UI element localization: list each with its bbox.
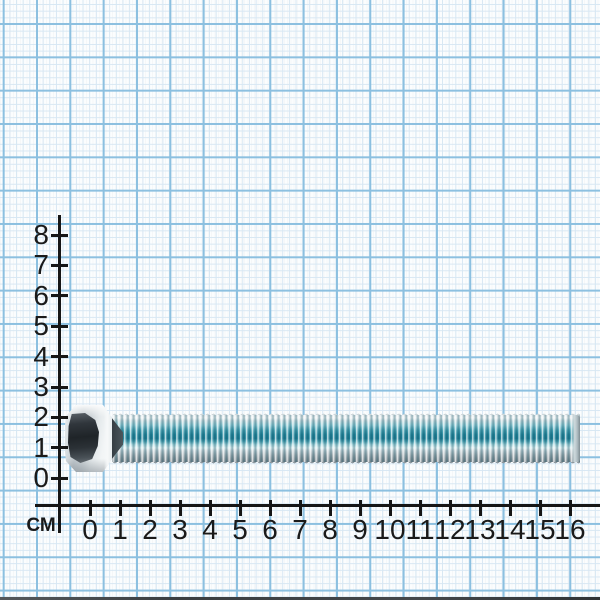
bolt-tip xyxy=(571,415,580,462)
horizontal-tick-label: 15 xyxy=(524,514,556,545)
horizontal-tick xyxy=(298,499,302,516)
bolt-head-washer-edge xyxy=(104,407,112,470)
vertical-tick xyxy=(51,446,68,450)
horizontal-tick xyxy=(178,499,182,516)
vertical-tick xyxy=(51,476,68,480)
horizontal-tick-label: 6 xyxy=(262,514,278,545)
horizontal-tick-label: 0 xyxy=(82,514,98,545)
horizontal-tick-label: 9 xyxy=(352,514,368,545)
vertical-tick-label: 5 xyxy=(33,310,49,342)
horizontal-tick-label: 1 xyxy=(112,514,128,545)
vertical-tick-label: 4 xyxy=(33,340,49,372)
horizontal-tick xyxy=(88,499,92,516)
vertical-tick-label: 3 xyxy=(33,371,49,402)
vertical-tick xyxy=(51,324,68,328)
vertical-tick xyxy=(51,263,68,267)
horizontal-tick-label: 13 xyxy=(464,514,496,545)
horizontal-tick xyxy=(148,499,152,516)
horizontal-tick-label: 5 xyxy=(232,514,248,545)
vertical-tick-label: 7 xyxy=(33,249,49,281)
vertical-tick-label: 2 xyxy=(33,401,49,433)
horizontal-tick-label: 8 xyxy=(322,514,338,545)
horizontal-tick-label: 10 xyxy=(374,514,406,545)
horizontal-tick xyxy=(208,499,212,516)
horizontal-tick xyxy=(538,499,542,516)
horizontal-tick xyxy=(118,499,122,516)
vertical-tick xyxy=(51,233,68,237)
unit-label: СМ xyxy=(26,515,56,536)
vertical-tick xyxy=(51,385,68,389)
bolt-head-dark-facet xyxy=(68,413,99,463)
vertical-tick xyxy=(51,294,68,298)
bolt-threaded-shaft xyxy=(112,415,580,462)
vertical-tick-label: 8 xyxy=(33,219,49,250)
bolt-head xyxy=(65,405,112,472)
vertical-tick-label: 6 xyxy=(33,279,49,311)
horizontal-tick-label: 7 xyxy=(292,514,308,545)
bottom-edge-shadow xyxy=(0,597,600,600)
horizontal-tick xyxy=(328,499,332,516)
vertical-tick xyxy=(51,415,68,419)
horizontal-tick-label: 14 xyxy=(494,514,526,545)
vertical-tick-label: 1 xyxy=(33,431,49,463)
horizontal-tick xyxy=(388,499,392,516)
horizontal-tick-label: 3 xyxy=(172,514,188,545)
vertical-tick-label: 0 xyxy=(33,462,49,494)
horizontal-tick-label: 12 xyxy=(434,514,466,545)
vertical-axis-line xyxy=(57,215,61,533)
horizontal-tick-label: 4 xyxy=(202,514,218,545)
vertical-tick xyxy=(51,355,68,359)
horizontal-tick xyxy=(358,499,362,516)
horizontal-tick-label: 2 xyxy=(142,514,158,545)
bolt-thread-crests-bottom xyxy=(112,461,580,466)
horizontal-tick xyxy=(478,499,482,516)
bolt-thread-crests-top xyxy=(112,411,580,416)
horizontal-tick xyxy=(418,499,422,516)
horizontal-tick xyxy=(448,499,452,516)
horizontal-tick-label: 11 xyxy=(405,514,435,545)
horizontal-tick xyxy=(508,499,512,516)
horizontal-tick-label: 16 xyxy=(554,514,586,545)
horizontal-tick xyxy=(238,499,242,516)
horizontal-tick xyxy=(268,499,272,516)
horizontal-axis-line xyxy=(35,503,600,507)
horizontal-tick xyxy=(568,499,572,516)
